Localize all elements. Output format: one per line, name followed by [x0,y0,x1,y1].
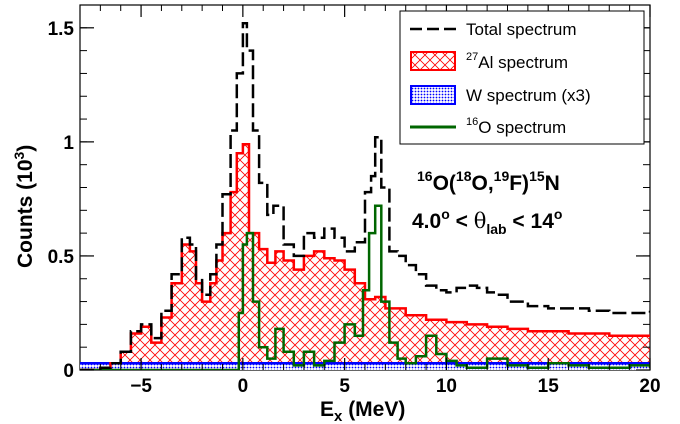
reaction-a3: 19 [494,168,510,184]
y-tick-label: 0 [63,361,74,382]
angle-t1: 4.0 [412,210,441,233]
angle-t3: < 14 [507,210,555,233]
y-axis-title: Counts (103) [11,145,37,268]
angle-t2: < [450,210,474,233]
y-tick-label: 1.5 [48,19,75,40]
y-axis-title-main: Counts (10 [14,159,37,268]
x-axis-title-main: E [320,398,334,421]
y-axis-title-sup: 3 [11,151,27,159]
x-tick-label: 10 [436,376,457,397]
tick-layer: −5 0 5 10 15 20 0 0.5 1 1.5 [48,5,661,397]
x-tick-label: 20 [639,376,660,397]
reaction-b3: F) [509,172,529,195]
y-tick-label: 0.5 [48,247,75,268]
reaction-b1: O( [433,172,456,195]
angle-theta: θ [474,209,487,233]
legend-label-o-sup: 16 [466,116,478,128]
o-spectrum-line [80,204,650,370]
reaction-b2: O, [471,172,493,195]
x-axis-title-sub: x [334,408,343,424]
legend-label-o: 16O spectrum [466,116,566,137]
legend-box [399,10,645,145]
legend-label-al-text: Al spectrum [478,53,568,72]
legend-label-o-text: O spectrum [478,118,566,137]
x-axis-title-unit: (MeV) [342,398,405,421]
angle-sub: lab [486,221,506,237]
x-tick-label: −5 [130,376,152,397]
angle-deg2: o [554,206,563,222]
y-tick-label: 1 [63,133,74,154]
legend-swatch-al [410,51,456,71]
legend-label-al-sup: 27 [466,51,478,63]
legend-label-al: 27Al spectrum [466,51,568,72]
x-tick-label: 15 [538,376,560,397]
legend-label-total-text: Total spectrum [466,20,577,39]
al-spectrum-line [80,142,650,370]
reaction-b4: N [545,172,560,195]
legend-label-w: W spectrum (x3) [466,86,591,105]
x-axis-title: Ex (MeV) [320,398,405,424]
x-tick-label: 0 [238,376,249,397]
x-tick-label: 5 [339,376,350,397]
legend-swatch-w [410,85,456,105]
reaction-a2: 18 [456,168,472,184]
y-axis-title-end: ) [14,145,37,152]
reaction-a1: 16 [417,168,433,184]
angle-annotation: 4.0o < θlab < 14o [412,206,562,237]
total-spectrum-line [80,22,650,370]
reaction-a4: 15 [529,168,545,184]
reaction-annotation: 16O(18O,19F)15N [417,168,560,195]
angle-deg1: o [441,206,450,222]
legend: Total spectrum 27Al spectrum W spectrum … [399,10,645,145]
al-spectrum-fill [80,144,650,370]
legend-label-w-text: W spectrum (x3) [466,86,591,105]
legend-label-total: Total spectrum [466,20,577,39]
